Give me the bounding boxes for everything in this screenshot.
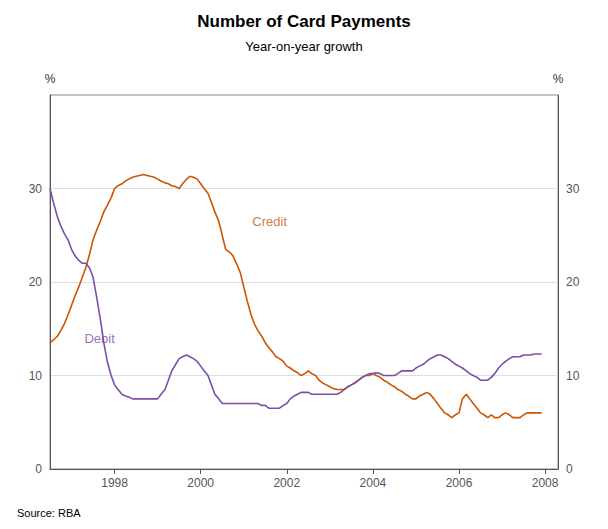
svg-text:Source: RBA: Source: RBA — [17, 507, 81, 519]
svg-text:%: % — [553, 72, 564, 86]
svg-text:2008: 2008 — [532, 476, 559, 490]
svg-text:Number of Card Payments: Number of Card Payments — [197, 12, 411, 31]
svg-text:0: 0 — [566, 462, 573, 476]
svg-text:Credit: Credit — [252, 214, 287, 229]
svg-text:30: 30 — [29, 182, 43, 196]
svg-text:30: 30 — [566, 182, 580, 196]
svg-text:0: 0 — [35, 462, 42, 476]
svg-text:20: 20 — [566, 275, 580, 289]
svg-text:20: 20 — [29, 275, 43, 289]
svg-text:Debit: Debit — [84, 331, 115, 346]
svg-text:10: 10 — [29, 369, 43, 383]
svg-text:2002: 2002 — [273, 476, 300, 490]
svg-text:2000: 2000 — [187, 476, 214, 490]
svg-text:Year-on-year growth: Year-on-year growth — [245, 39, 362, 54]
svg-text:%: % — [45, 72, 56, 86]
svg-text:10: 10 — [566, 369, 580, 383]
svg-text:1998: 1998 — [101, 476, 128, 490]
svg-text:2006: 2006 — [446, 476, 473, 490]
svg-text:2004: 2004 — [360, 476, 387, 490]
